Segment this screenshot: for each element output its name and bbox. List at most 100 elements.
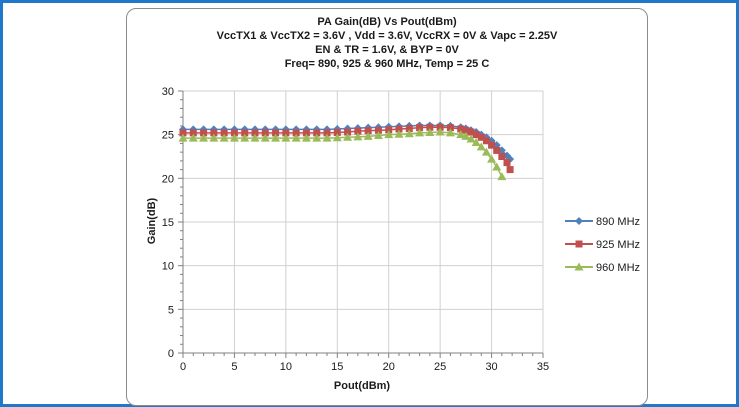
x-axis-title: Pout(dBm) (334, 380, 391, 392)
data-point (466, 134, 476, 143)
data-point (467, 128, 475, 136)
data-point (394, 129, 404, 138)
data-point (493, 146, 501, 154)
data-point (313, 129, 321, 137)
data-point (209, 133, 219, 142)
data-point (492, 162, 502, 171)
chart-title-line-1: PA Gain(dB) Vs Pout(dBm) (317, 16, 457, 28)
data-point (188, 133, 198, 142)
data-point (302, 129, 310, 137)
legend-label: 925 MHz (596, 239, 640, 251)
chart-title-line-2: VccTX1 & VccTX2 = 3.6V , Vdd = 3.6V, Vcc… (216, 30, 558, 42)
data-point (456, 130, 466, 139)
data-point (481, 147, 491, 156)
data-point (415, 128, 425, 137)
legend-marker (575, 217, 583, 225)
series-layer (178, 121, 515, 181)
series-925-mhz (179, 123, 514, 174)
y-tick-label: 20 (162, 173, 174, 185)
data-point (354, 127, 362, 135)
data-point (210, 129, 218, 137)
data-point (272, 129, 280, 137)
data-point (497, 172, 507, 181)
data-point (445, 128, 455, 137)
data-point (471, 138, 481, 147)
data-point (461, 131, 471, 140)
chart-area: PA Gain(dB) Vs Pout(dBm) VccTX1 & VccTX2… (126, 8, 648, 406)
data-point (435, 127, 445, 136)
data-point (425, 127, 435, 136)
data-point (416, 124, 424, 132)
legend-label: 890 MHz (596, 216, 640, 228)
data-point (281, 133, 291, 142)
legend: 890 MHz 925 MHz 960 MHz (565, 216, 640, 274)
data-point (404, 129, 414, 138)
data-point (482, 137, 490, 145)
gridlines (183, 90, 544, 353)
legend-marker (574, 262, 584, 271)
data-point (219, 133, 229, 142)
data-point (200, 129, 208, 137)
data-point (363, 131, 373, 140)
y-tick-label: 30 (162, 86, 174, 98)
data-point (373, 131, 383, 140)
data-point (271, 133, 281, 142)
x-tick-label: 35 (537, 361, 549, 373)
y-tick-label: 0 (168, 348, 174, 360)
data-point (488, 141, 496, 149)
data-point (506, 166, 514, 174)
data-point (477, 133, 485, 141)
data-point (374, 126, 382, 134)
data-point (436, 123, 444, 131)
data-point (189, 129, 197, 137)
y-tick-label: 5 (168, 304, 174, 316)
chart-title-line-3: EN & TR = 1.6V, & BYP = 0V (315, 44, 459, 56)
data-point (457, 125, 465, 133)
y-axis-title: Gain(dB) (146, 197, 158, 244)
data-point (229, 133, 239, 142)
data-point (498, 153, 506, 160)
plot-svg: 0 5 10 15 20 25 30 35 0 5 10 15 20 25 30 890 MHz 925 MH… (146, 86, 640, 392)
data-point (240, 133, 250, 142)
data-point (364, 127, 372, 135)
data-point (220, 129, 228, 137)
data-point (179, 129, 187, 137)
y-tick-label: 25 (162, 130, 174, 142)
data-point (476, 142, 486, 151)
x-tick-label: 30 (485, 361, 497, 373)
data-point (261, 129, 269, 137)
x-tick-label: 25 (434, 361, 446, 373)
data-point (292, 129, 300, 137)
chart-title-line-4: Freq= 890, 925 & 960 MHz, Temp = 25 C (284, 58, 490, 70)
series-960-mhz (178, 127, 507, 181)
data-point (312, 133, 322, 142)
data-point (385, 126, 393, 134)
data-point (446, 124, 454, 132)
data-point (322, 133, 332, 142)
data-point (332, 133, 342, 142)
data-point (426, 123, 434, 131)
series-line (183, 131, 503, 177)
data-point (282, 129, 290, 137)
y-tick-label: 15 (162, 217, 174, 229)
legend-label: 960 MHz (596, 262, 640, 274)
data-point (353, 132, 363, 141)
y-tick-label: 10 (162, 261, 174, 273)
data-point (503, 159, 511, 167)
x-tick-label: 10 (280, 361, 292, 373)
axes: 0 5 10 15 20 25 30 35 0 5 10 15 20 25 30 (162, 86, 549, 373)
legend-marker (575, 240, 583, 248)
data-point (260, 133, 270, 142)
legend-item: 890 MHz (565, 216, 640, 228)
x-tick-label: 5 (231, 361, 237, 373)
data-point (323, 129, 331, 137)
data-point (472, 131, 480, 139)
data-point (395, 125, 403, 133)
data-point (487, 154, 497, 163)
data-point (462, 126, 470, 134)
data-point (178, 133, 188, 142)
data-point (384, 130, 394, 139)
chart-title: PA Gain(dB) Vs Pout(dBm) VccTX1 & VccTX2… (127, 15, 647, 71)
data-point (343, 132, 353, 141)
